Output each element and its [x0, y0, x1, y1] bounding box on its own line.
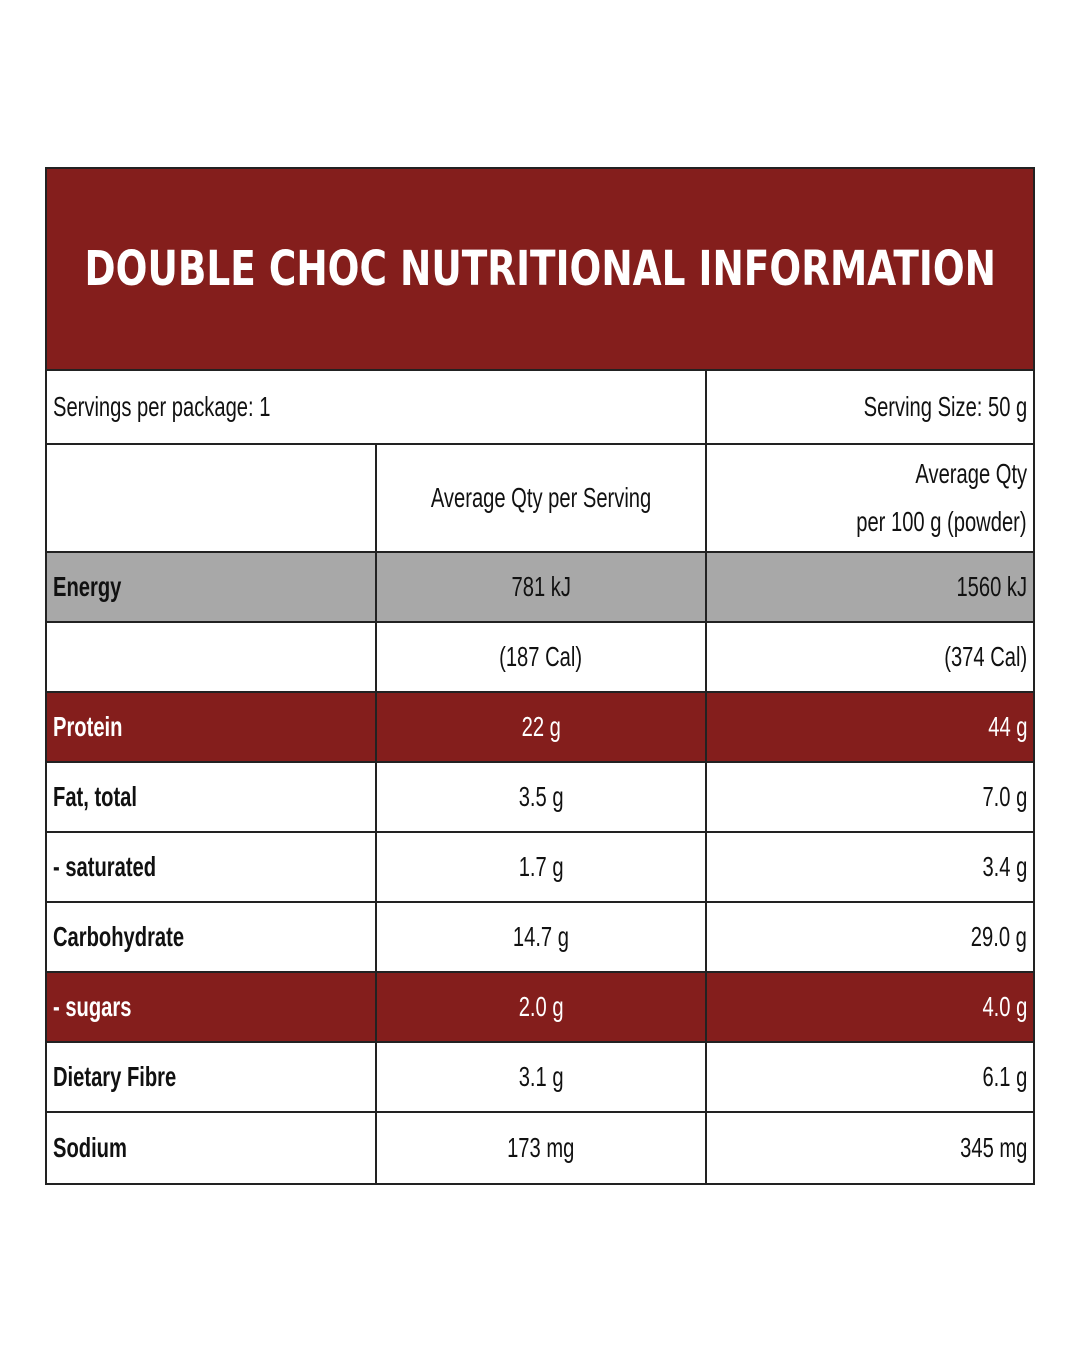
per-100g-value: 345 mg — [959, 1132, 1027, 1163]
header-per-serving: Average Qty per Serving — [377, 445, 707, 551]
serving-size: Serving Size: 50 g — [863, 391, 1027, 422]
per-100g-value: (374 Cal) — [944, 641, 1027, 672]
per-100g-value: 6.1 g — [982, 1061, 1027, 1092]
nutrient-label: Sodium — [53, 1132, 127, 1163]
per-serving-value: 22 g — [521, 711, 561, 742]
per-serving-value: 173 mg — [507, 1132, 575, 1163]
per-serving-value: 1.7 g — [518, 851, 564, 882]
per-100g-value: 7.0 g — [982, 781, 1027, 812]
table-row-dietary-fibre: Dietary Fibre 3.1 g 6.1 g — [47, 1043, 1033, 1113]
table-row-saturated: - saturated 1.7 g 3.4 g — [47, 833, 1033, 903]
column-header-row: Average Qty per Serving Average Qty per … — [47, 445, 1033, 553]
per-100g-value: 44 g — [987, 711, 1027, 742]
nutrient-label: Fat, total — [53, 781, 138, 812]
nutrient-label: Dietary Fibre — [53, 1061, 177, 1092]
per-100g-value: 1560 kJ — [956, 571, 1027, 602]
per-100g-value: 29.0 g — [970, 921, 1027, 952]
per-serving-value: 2.0 g — [518, 991, 564, 1022]
nutrient-label: Energy — [53, 571, 122, 602]
table-row-sodium: Sodium 173 mg 345 mg — [47, 1113, 1033, 1183]
table-row-calories: (187 Cal) (374 Cal) — [47, 623, 1033, 693]
servings-row: Servings per package: 1 Serving Size: 50… — [47, 371, 1033, 445]
nutrient-label: Protein — [53, 711, 123, 742]
table-title-banner: DOUBLE CHOC NUTRITIONAL INFORMATION — [47, 169, 1033, 371]
per-serving-value: 3.5 g — [518, 781, 564, 812]
header-nutrient — [47, 445, 377, 551]
per-serving-value: 781 kJ — [511, 571, 571, 602]
nutrition-table: DOUBLE CHOC NUTRITIONAL INFORMATION Serv… — [45, 167, 1035, 1185]
table-row-protein: Protein 22 g 44 g — [47, 693, 1033, 763]
nutrient-label: - saturated — [53, 851, 157, 882]
table-row-sugars: - sugars 2.0 g 4.0 g — [47, 973, 1033, 1043]
per-serving-value: (187 Cal) — [499, 641, 583, 672]
servings-per-package: Servings per package: 1 — [53, 391, 271, 422]
nutrient-label: - sugars — [53, 991, 132, 1022]
table-title: DOUBLE CHOC NUTRITIONAL INFORMATION — [84, 241, 996, 297]
table-row-fat-total: Fat, total 3.5 g 7.0 g — [47, 763, 1033, 833]
per-100g-value: 3.4 g — [982, 851, 1027, 882]
per-100g-value: 4.0 g — [982, 991, 1027, 1022]
per-serving-value: 3.1 g — [518, 1061, 564, 1092]
per-serving-value: 14.7 g — [512, 921, 570, 952]
table-row-energy: Energy 781 kJ 1560 kJ — [47, 553, 1033, 623]
nutrient-label: Carbohydrate — [53, 921, 185, 952]
header-per-100g: Average Qty per 100 g (powder) — [856, 458, 1027, 537]
servings-per-package-cell: Servings per package: 1 — [47, 371, 707, 443]
table-row-carbohydrate: Carbohydrate 14.7 g 29.0 g — [47, 903, 1033, 973]
serving-size-cell: Serving Size: 50 g — [707, 371, 1033, 443]
